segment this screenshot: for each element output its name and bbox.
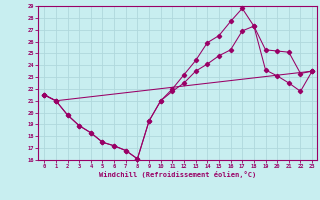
X-axis label: Windchill (Refroidissement éolien,°C): Windchill (Refroidissement éolien,°C) bbox=[99, 171, 256, 178]
